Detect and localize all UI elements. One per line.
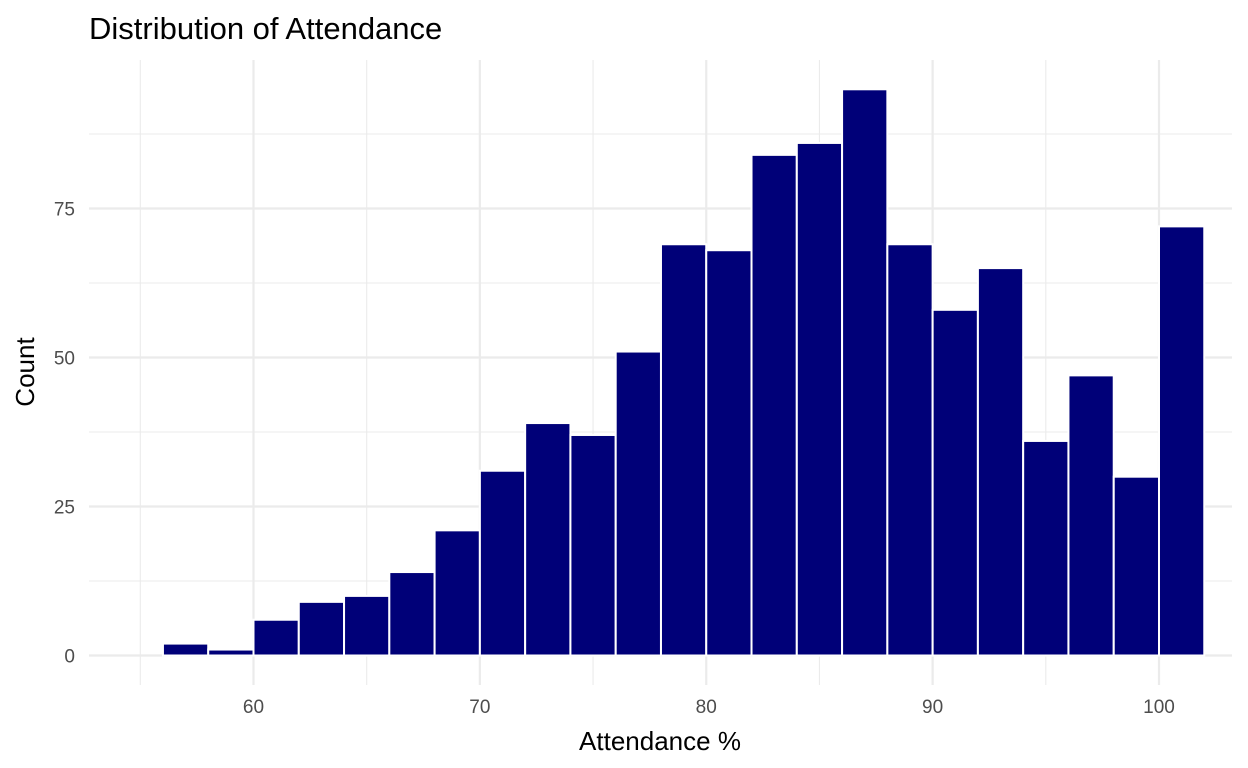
y-axis-ticks: 0 25 50 75 [54,200,75,668]
bars [161,88,1206,657]
histogram-bar [478,469,527,657]
histogram-bar [1112,475,1160,657]
x-tick-label: 100 [1143,697,1175,718]
y-tick-label: 25 [54,498,75,519]
histogram-bar [524,422,572,657]
x-axis-title: Attendance % [579,726,741,756]
histogram-bar [931,308,979,657]
histogram-bar [750,153,798,657]
y-axis-title: Count [10,337,40,407]
histogram-bar [886,243,934,657]
histogram-bar [1158,225,1206,657]
y-tick-label: 75 [54,200,75,221]
histogram-bar [161,642,210,657]
x-tick-label: 80 [696,697,717,718]
histogram-bar [569,433,617,657]
y-tick-label: 50 [54,349,75,370]
histogram-bar [207,648,255,657]
histogram-bar [841,88,889,657]
histogram-bar [433,529,481,657]
histogram-bar [252,618,300,657]
x-tick-label: 70 [469,697,490,718]
x-tick-label: 90 [922,697,943,718]
y-tick-label: 0 [64,647,75,668]
histogram-bar [659,243,708,657]
histogram-bar [343,594,391,657]
histogram-bar [297,600,346,657]
histogram-bar [795,141,844,657]
chart-title: Distribution of Attendance [89,11,442,46]
histogram-bar [1022,439,1070,657]
histogram-bar [614,350,662,657]
histogram-bar [1067,374,1115,657]
histogram-bar [976,267,1025,657]
x-axis-ticks: 60 70 80 90 100 [243,697,1175,718]
histogram-bar [705,249,753,657]
x-tick-label: 60 [243,697,264,718]
histogram-bar [388,571,436,657]
